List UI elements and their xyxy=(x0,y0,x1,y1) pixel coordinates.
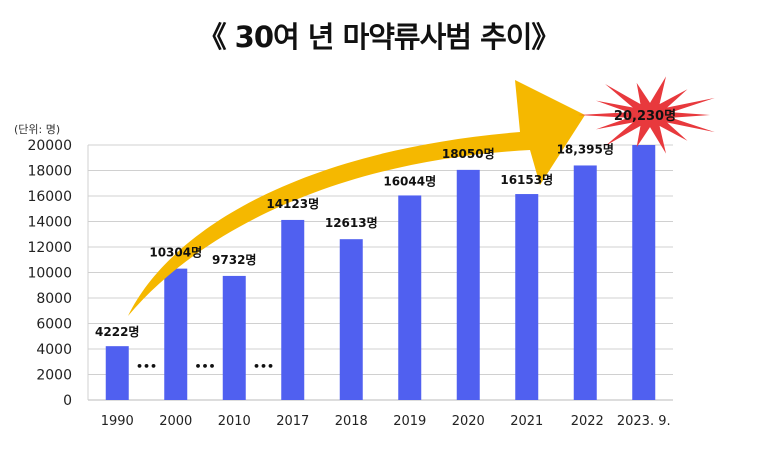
data-label: 14123명 xyxy=(266,197,319,211)
y-tick-label: 14000 xyxy=(27,215,72,231)
y-tick-label: 10000 xyxy=(27,266,72,282)
y-tick-label: 8000 xyxy=(36,291,72,307)
x-tick-label: 2000 xyxy=(159,414,192,429)
x-tick-label: 2021 xyxy=(510,414,543,429)
bar-1990 xyxy=(105,346,129,400)
bar-2019 xyxy=(398,195,422,400)
x-tick-label: 2022 xyxy=(571,414,604,429)
data-label: 18,395명 xyxy=(557,142,614,156)
x-tick-label: 2020 xyxy=(452,414,485,429)
bar-2021 xyxy=(515,194,539,400)
bar-2000 xyxy=(164,268,188,400)
bar-2017 xyxy=(281,219,305,400)
gap-marker: ••• xyxy=(253,360,274,373)
data-label: 18050명 xyxy=(442,147,495,161)
growth-arrow xyxy=(128,80,585,316)
y-tick-label: 6000 xyxy=(36,317,72,333)
x-tick-label: 2010 xyxy=(218,414,251,429)
y-tick-label: 4000 xyxy=(36,342,72,358)
data-label: 4222명 xyxy=(95,325,139,339)
x-tick-label: 1990 xyxy=(101,414,134,429)
y-tick-label: 16000 xyxy=(27,189,72,205)
bar-2023. 9. xyxy=(632,145,656,400)
y-tick-label: 2000 xyxy=(36,368,72,384)
data-label: 16044명 xyxy=(383,174,436,188)
data-label: 10304명 xyxy=(149,246,202,260)
bar-2022 xyxy=(573,165,597,400)
bar-2020 xyxy=(456,169,480,400)
gap-marker: ••• xyxy=(194,360,215,373)
gap-marker: ••• xyxy=(136,360,157,373)
data-label: 16153명 xyxy=(500,173,553,187)
y-tick-label: 18000 xyxy=(27,164,72,180)
y-tick-label: 20000 xyxy=(27,138,72,154)
chart-title: 《 30여 년 마약류사범 추이》 xyxy=(197,20,561,54)
data-label: 9732명 xyxy=(212,253,256,267)
x-tick-label: 2017 xyxy=(276,414,309,429)
y-tick-label: 0 xyxy=(63,393,72,409)
x-tick-label: 2018 xyxy=(335,414,368,429)
data-label: 12613명 xyxy=(325,216,378,230)
burst-highlight xyxy=(578,76,715,154)
bar-2010 xyxy=(222,275,246,400)
x-tick-label: 2019 xyxy=(393,414,426,429)
x-tick-label: 2023. 9. xyxy=(617,414,671,429)
unit-label: (단위: 명) xyxy=(14,123,60,136)
data-label: 20,230명 xyxy=(614,108,676,124)
y-tick-label: 12000 xyxy=(27,240,72,256)
bar-2018 xyxy=(339,239,363,400)
